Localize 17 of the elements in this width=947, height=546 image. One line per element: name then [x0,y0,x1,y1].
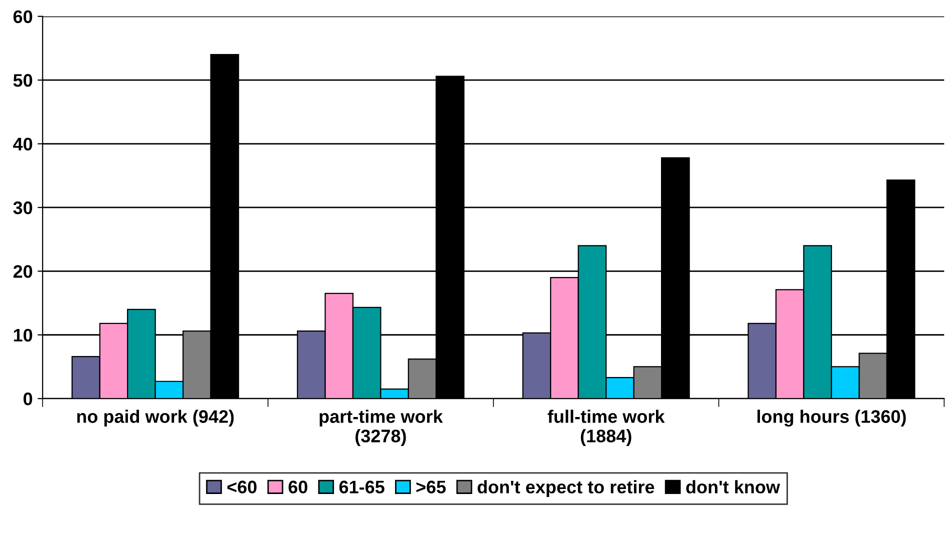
legend-label: <60 [227,480,257,494]
y-tick-label: 50 [13,74,32,87]
y-tick-label: 0 [24,392,32,406]
legend-label: don't know [686,480,780,494]
y-tick-label: 60 [13,10,32,24]
x-tick-label: long hours (1360) [757,410,906,427]
y-tick-label: 40 [13,138,32,150]
y-tick-label: 10 [14,328,32,342]
x-tick-label: full-time work (1884) [548,410,665,446]
legend-label: 60 [288,480,308,494]
y-tick-label: 20 [13,265,32,278]
x-tick-label: part-time work (3278) [320,410,443,446]
legend-label: 61-65 [339,480,384,494]
y-tick-label: 30 [13,201,32,214]
x-tick-label: no paid work (942) [77,410,234,427]
legend-label: >65 [416,480,446,494]
legend-label: don't expect to retire [478,480,654,497]
